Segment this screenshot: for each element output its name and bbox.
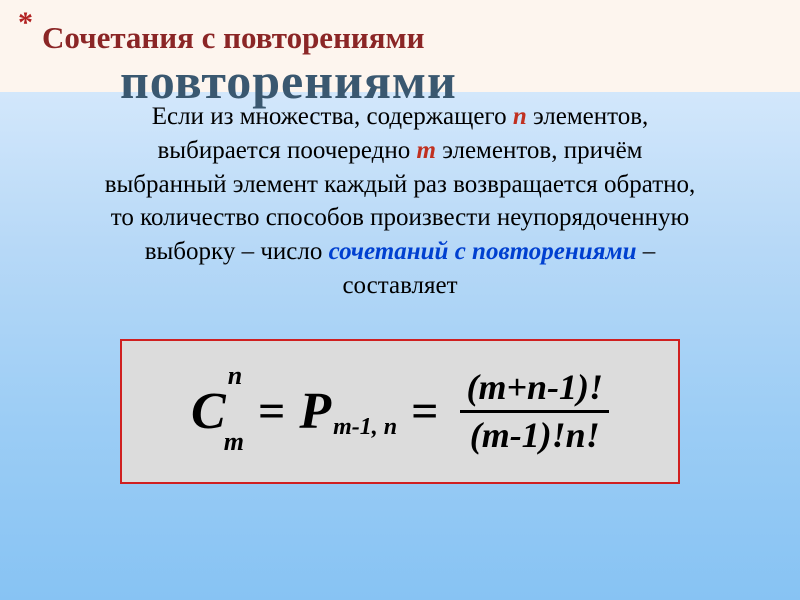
formula-mid: P m-1, n [299,382,397,441]
definition-paragraph: Если из множества, содержащего n элемент… [20,100,780,303]
text-fragment: выбранный элемент каждый раз возвращаетс… [105,171,696,198]
text-fragment: то количество способов произвести неупор… [111,204,689,231]
text-fragment: Если из множества, содержащего [152,103,513,130]
header-star-icon: * [18,6,33,40]
text-fragment: составляет [342,272,457,299]
text-fragment: выбирается поочередно [158,137,417,164]
fraction: (m+n-1)! (m-1)!n! [460,367,609,457]
equals-sign: = [258,384,285,439]
fraction-bar [460,410,609,413]
formula-box: C n m = P m-1, n = (m+n-1)! (m-1)!n! [120,339,680,485]
equals-sign: = [411,384,438,439]
text-fragment: – [637,238,656,265]
fraction-denominator: (m-1)!n! [464,415,606,456]
fraction-numerator: (m+n-1)! [460,367,609,408]
symbol-P: P [299,382,331,441]
subscript-p: m-1, n [333,414,397,441]
formula: C n m = P m-1, n = (m+n-1)! (m-1)!n! [191,367,609,457]
page-title: Сочетания с повторениями [42,10,782,56]
text-fragment: элементов, причём [436,137,643,164]
text-fragment: выборку – число [145,238,329,265]
formula-lhs: C n m [191,381,244,441]
symbol-C: C [191,382,226,441]
variable-n: n [513,103,527,130]
text-fragment: элементов, [527,103,649,130]
term-highlight: сочетаний с повторениями [329,238,637,265]
variable-m: m [416,137,435,164]
superscript-n: n [228,361,244,391]
subscript-m: m [224,427,244,457]
